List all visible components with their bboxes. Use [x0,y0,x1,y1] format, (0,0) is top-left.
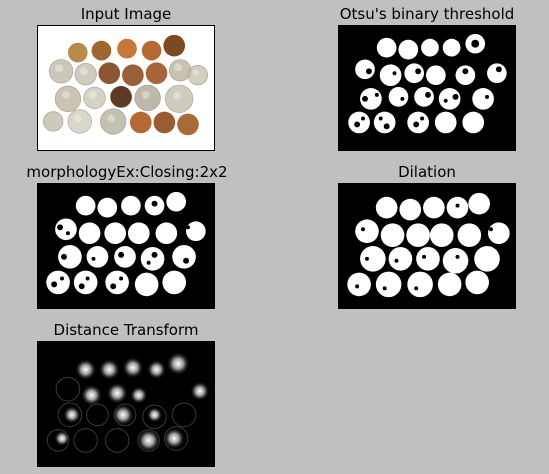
dilation-mask [339,184,515,308]
input-image-frame [37,25,215,151]
otsu-threshold-title: Otsu's binary threshold [339,5,515,23]
dilation-frame [338,183,516,309]
input-image-title: Input Image [80,5,172,23]
distance-transform-map [38,342,214,466]
coins-photo [38,26,214,150]
otsu-threshold-frame [338,25,516,151]
closing-frame [37,183,215,309]
closing-mask [38,184,214,308]
dilation-title: Dilation [398,163,456,181]
otsu-threshold-mask [339,26,515,150]
distance-transform-frame [37,341,215,467]
distance-transform-title: Distance Transform [53,321,199,339]
closing-title: morphologyEx:Closing:2x2 [26,163,228,181]
